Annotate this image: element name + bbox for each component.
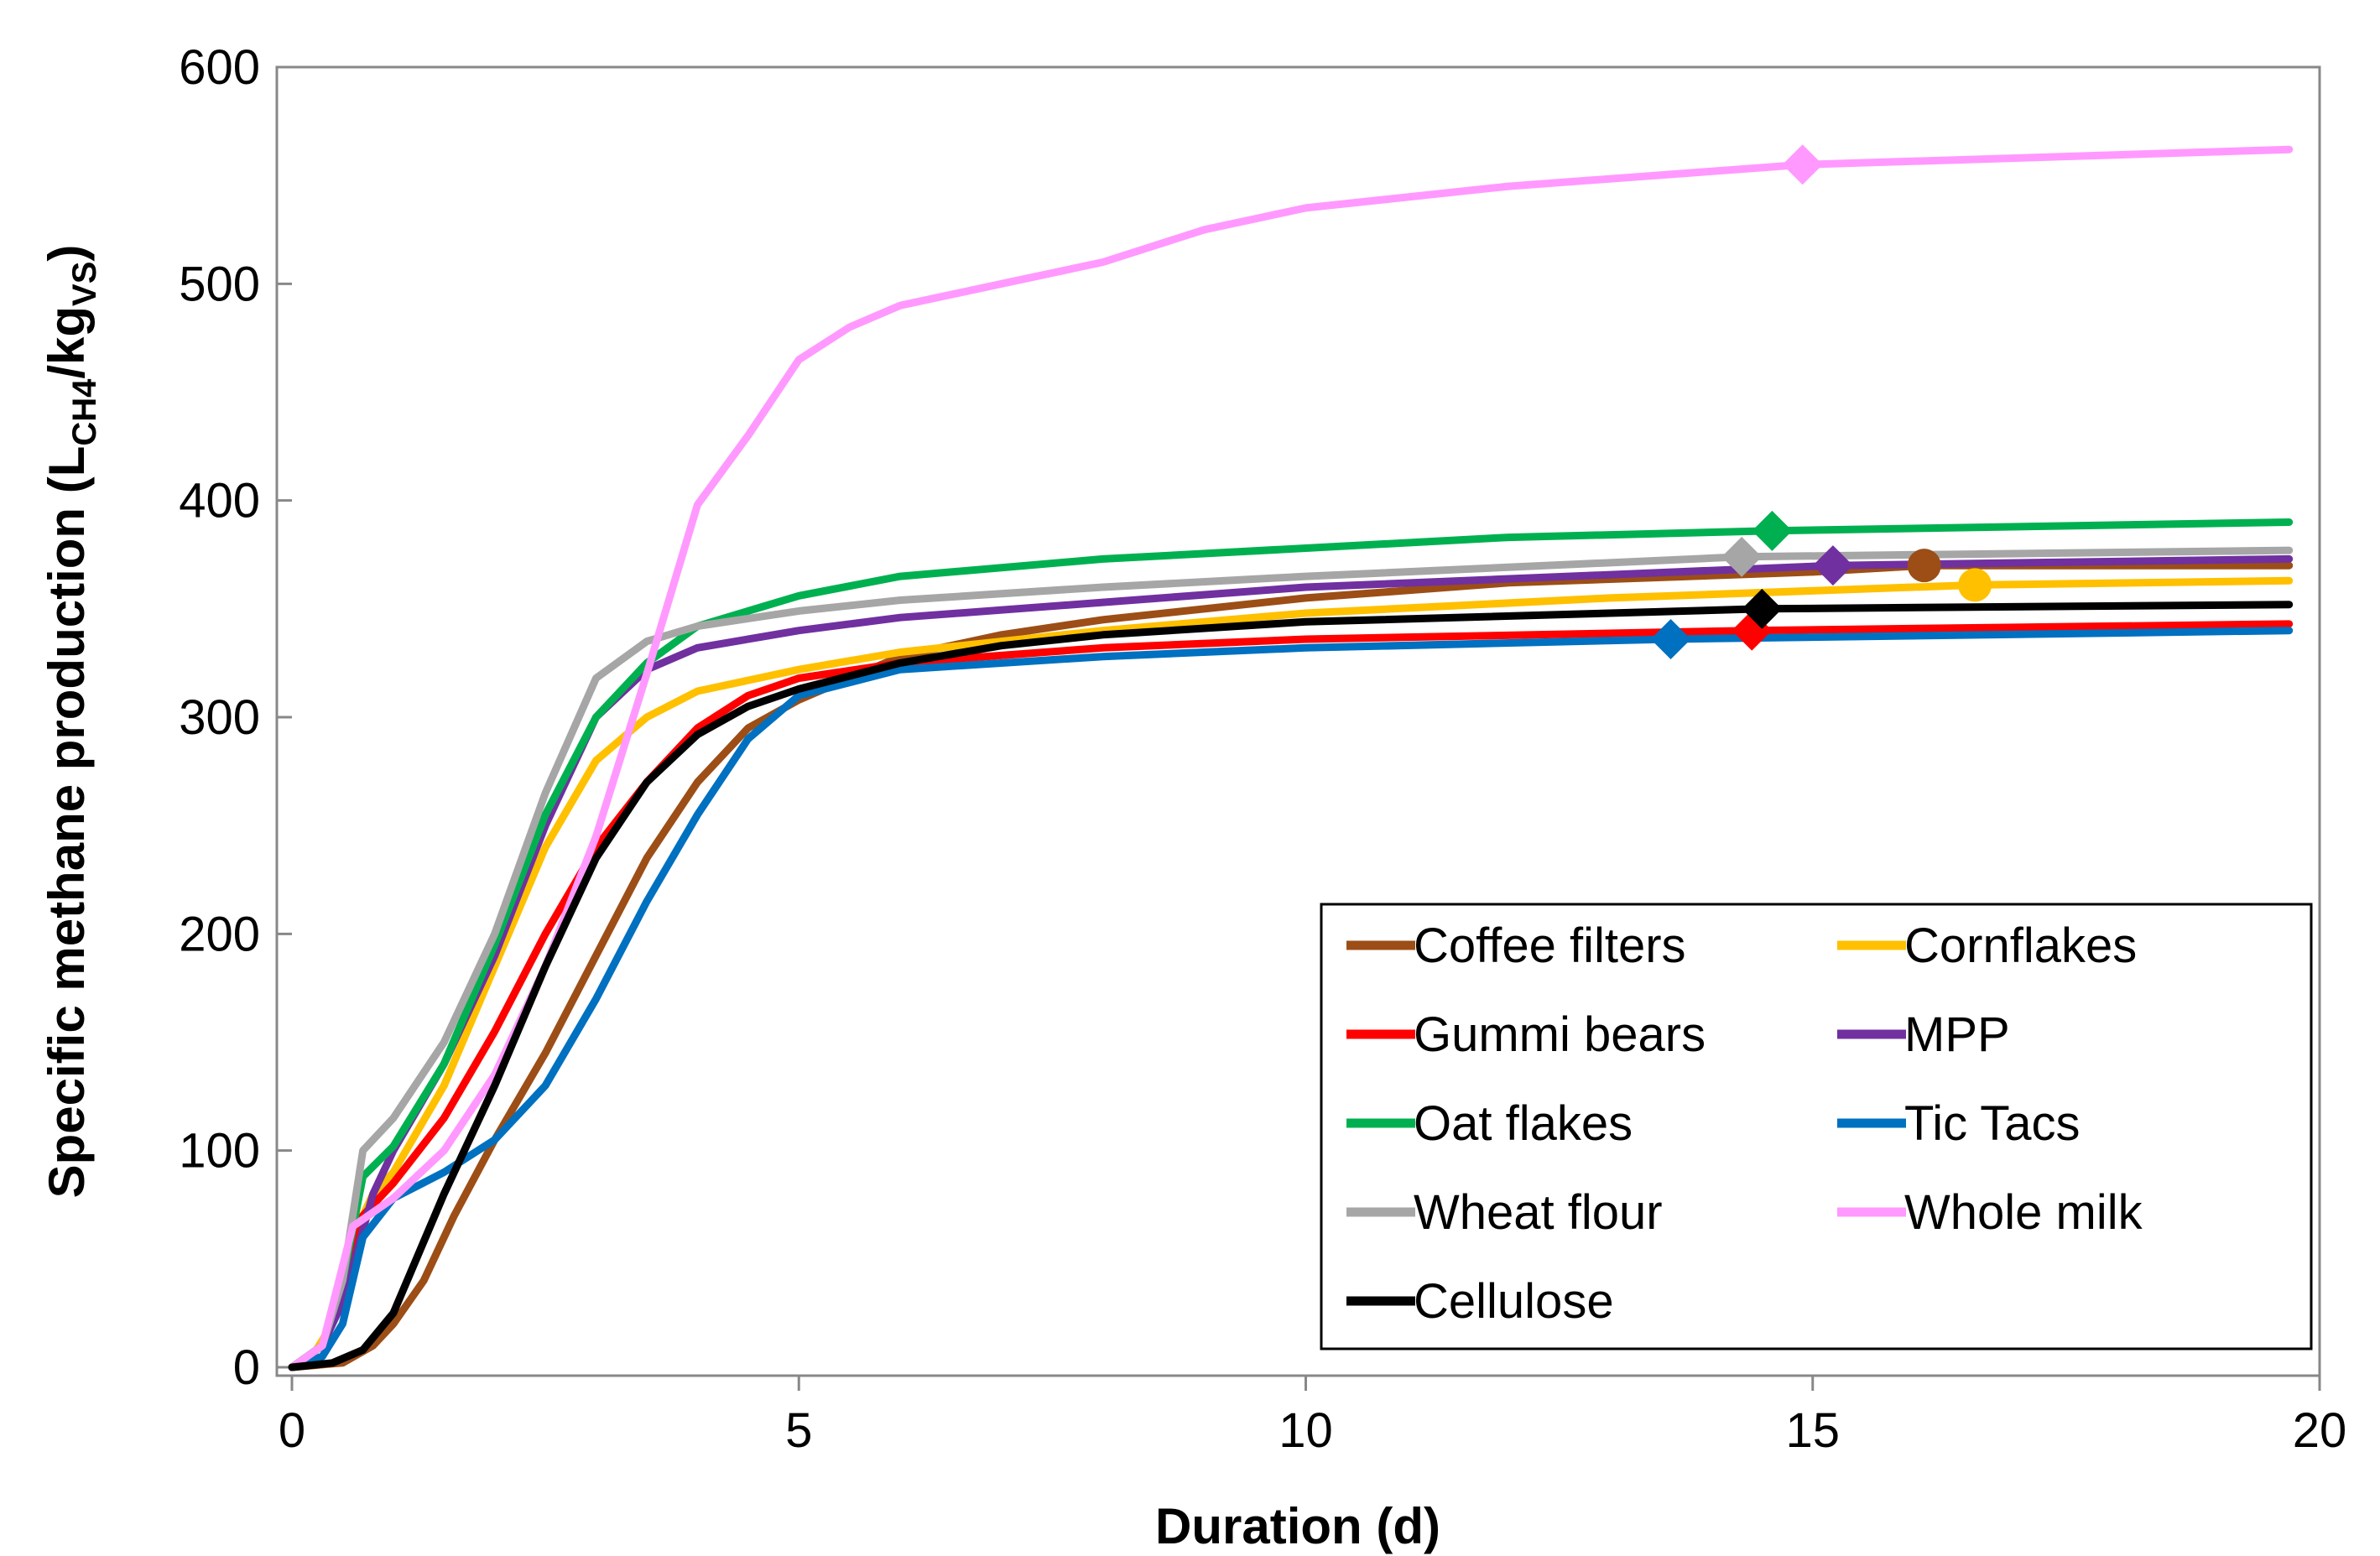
y-axis: 0 100 200 300 400 500 600	[179, 40, 292, 1395]
legend-label-wheat-flour: Wheat flour	[1414, 1185, 1663, 1240]
y-axis-title-suffix: )	[39, 245, 95, 262]
legend-label-cornflakes: Cornflakes	[1904, 919, 2137, 973]
x-axis: 0 5 10 15 20	[279, 1376, 2346, 1458]
y-tick-label: 600	[179, 40, 260, 95]
x-tick-label: 0	[279, 1403, 305, 1458]
legend-label-tic-tacs: Tic Tacs	[1904, 1096, 2081, 1151]
legend: Coffee filters Cornflakes Gummi bears MPP Oa…	[1320, 903, 2313, 1350]
series-line-cellulose	[288, 601, 2294, 1371]
y-axis-title-prefix: Specific methane production (L	[39, 446, 95, 1199]
series-marker-tic-tacs	[1650, 619, 1691, 659]
legend-label-oat-flakes: Oat flakes	[1414, 1096, 1633, 1151]
y-tick-label: 300	[179, 690, 260, 745]
series-layer	[288, 145, 2294, 1371]
x-tick-label: 20	[2293, 1403, 2347, 1458]
y-tick-label: 400	[179, 474, 260, 528]
legend-label-whole-milk: Whole milk	[1904, 1185, 2143, 1240]
series-marker-mpp	[1812, 545, 1853, 586]
series-line-whole-milk	[288, 145, 2294, 1371]
series-marker-coffee-filters	[1907, 549, 1941, 583]
series-marker-whole-milk	[1782, 144, 1823, 185]
y-tick-label: 500	[179, 257, 260, 311]
legend-label-coffee-filters: Coffee filters	[1414, 919, 1686, 973]
y-axis-title-sub1: CH4	[66, 378, 103, 446]
legend-label-cellulose: Cellulose	[1414, 1274, 1614, 1329]
series-line-tic-tacs	[288, 627, 2294, 1371]
legend-items: Coffee filters Cornflakes Gummi bears MPP Oa…	[1346, 919, 2143, 1329]
series-marker-oat-flakes	[1752, 510, 1793, 551]
x-axis-title: Duration (d)	[1155, 1498, 1440, 1554]
y-tick-label: 0	[233, 1340, 260, 1395]
y-axis-title-sub2: VS	[66, 262, 103, 306]
series-line-coffee-filters	[288, 561, 2294, 1371]
x-tick-label: 10	[1279, 1403, 1333, 1458]
legend-box	[1320, 903, 2313, 1350]
series-marker-cornflakes	[1958, 568, 1992, 602]
x-tick-label: 15	[1785, 1403, 1840, 1458]
series-marker-wheat-flour	[1721, 536, 1763, 577]
y-tick-label: 200	[179, 907, 260, 961]
x-tick-label: 5	[785, 1403, 812, 1458]
y-axis-title-middle: /kg	[39, 306, 95, 379]
y-axis-title: Specific methane production (LCH4/kgVS)	[39, 245, 103, 1199]
y-tick-label: 100	[179, 1124, 260, 1179]
series-line-wheat-flour	[288, 546, 2294, 1371]
marker-layer	[1650, 144, 1992, 659]
legend-label-mpp: MPP	[1904, 1007, 2010, 1062]
legend-label-gummi-bears: Gummi bears	[1414, 1007, 1706, 1062]
series-marker-cellulose	[1742, 588, 1783, 629]
